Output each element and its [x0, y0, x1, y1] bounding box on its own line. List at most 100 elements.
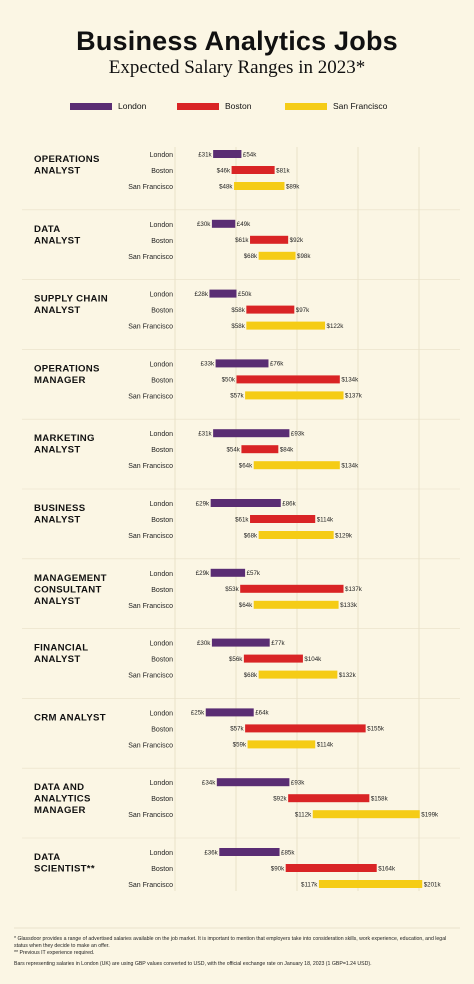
bar-financial-analyst-san-francisco — [258, 670, 338, 679]
max-label-data-analyst-london: £49k — [237, 221, 251, 228]
group-label-business-analyst-line-1: ANALYST — [34, 515, 81, 526]
city-label-crm-analyst-boston: Boston — [151, 726, 173, 733]
max-label-data-and-analytics-manager-san-francisco: $199k — [421, 812, 439, 819]
city-label-data-scientist-london: London — [150, 850, 173, 857]
legend-item-boston: Boston — [177, 100, 251, 112]
min-label-supply-chain-analyst-london: £28k — [195, 291, 209, 298]
bar-operations-manager-london — [215, 359, 269, 368]
bar-supply-chain-analyst-san-francisco — [246, 321, 326, 330]
max-label-crm-analyst-boston: $155k — [367, 726, 385, 733]
bar-data-scientist-san-francisco — [318, 880, 423, 888]
min-label-management-consultant-analyst-london: £29k — [196, 570, 210, 577]
group-label-data-scientist-line-1: SCIENTIST** — [34, 864, 95, 875]
group-label-crm-analyst-line-0: CRM ANALYST — [34, 712, 106, 723]
bar-operations-analyst-san-francisco — [234, 182, 285, 190]
chart-subtitle: Expected Salary Ranges in 2023* — [108, 57, 366, 78]
city-label-supply-chain-analyst-san-francisco: San Francisco — [128, 324, 173, 331]
min-label-data-analyst-san-francisco: $68k — [244, 253, 258, 260]
city-label-operations-manager-san-francisco: San Francisco — [128, 393, 173, 400]
min-label-crm-analyst-boston: $57k — [230, 726, 244, 733]
bar-marketing-analyst-london — [213, 429, 290, 438]
group-label-financial-analyst-line-0: FINANCIAL — [34, 643, 88, 654]
city-label-crm-analyst-san-francisco: San Francisco — [128, 742, 173, 749]
city-label-data-and-analytics-manager-london: London — [150, 780, 173, 787]
max-label-operations-analyst-london: £54k — [243, 151, 257, 158]
bar-crm-analyst-london — [205, 708, 254, 717]
city-label-marketing-analyst-san-francisco: San Francisco — [128, 463, 173, 470]
min-label-management-consultant-analyst-san-francisco: $64k — [239, 602, 253, 609]
max-label-supply-chain-analyst-boston: $97k — [296, 307, 310, 314]
group-label-operations-analyst-line-1: ANALYST — [34, 166, 81, 177]
min-label-data-analyst-london: £30k — [197, 221, 211, 228]
min-label-management-consultant-analyst-boston: $53k — [225, 586, 239, 593]
max-label-crm-analyst-san-francisco: $114k — [317, 742, 334, 749]
chart-title: Business Analytics Jobs — [76, 26, 398, 56]
footnotes: * Glassdoor provides a range of advertis… — [14, 936, 460, 968]
group-label-operations-analyst-line-0: OPERATIONS — [34, 154, 100, 165]
legend-swatch-boston — [177, 102, 219, 110]
city-label-marketing-analyst-london: London — [150, 431, 173, 438]
city-label-data-analyst-boston: Boston — [151, 238, 173, 245]
bar-data-analyst-london — [211, 219, 236, 228]
max-label-marketing-analyst-san-francisco: $134k — [341, 463, 359, 470]
min-label-financial-analyst-san-francisco: $68k — [244, 672, 258, 679]
min-label-business-analyst-san-francisco: $68k — [244, 532, 258, 539]
bar-data-analyst-boston — [250, 235, 289, 244]
max-label-marketing-analyst-boston: $84k — [280, 447, 294, 454]
group-label-marketing-analyst-line-0: MARKETING — [34, 433, 95, 444]
footnote-exchange-rate: Bars representing salaries in London (UK… — [14, 961, 372, 967]
group-label-data-scientist-line-0: DATA — [34, 852, 60, 863]
max-label-marketing-analyst-london: £93k — [291, 431, 305, 438]
max-label-management-consultant-analyst-boston: $137k — [345, 586, 363, 593]
city-label-marketing-analyst-boston: Boston — [151, 447, 173, 454]
max-label-supply-chain-analyst-san-francisco: $122k — [327, 323, 345, 330]
min-label-supply-chain-analyst-san-francisco: $58k — [231, 323, 245, 330]
group-label-operations-manager-line-1: MANAGER — [34, 375, 86, 386]
max-label-business-analyst-boston: $114k — [317, 516, 334, 523]
bar-marketing-analyst-san-francisco — [253, 461, 340, 470]
city-label-supply-chain-analyst-boston: Boston — [151, 308, 173, 315]
bar-data-analyst-san-francisco — [258, 251, 296, 260]
bar-financial-analyst-boston — [243, 654, 303, 663]
max-label-operations-manager-san-francisco: $137k — [345, 393, 363, 400]
city-label-data-analyst-san-francisco: San Francisco — [128, 254, 173, 261]
group-label-financial-analyst-line-1: ANALYST — [34, 654, 81, 665]
min-label-data-scientist-london: £36k — [204, 849, 218, 856]
min-label-marketing-analyst-london: £31k — [198, 431, 212, 438]
group-label-data-and-analytics-manager-line-1: ANALYTICS — [34, 794, 91, 805]
min-label-supply-chain-analyst-boston: $58k — [231, 307, 245, 314]
legend-item-london: London — [70, 100, 146, 112]
bar-business-analyst-london — [210, 499, 281, 507]
legend-label-boston: Boston — [225, 101, 252, 111]
bar-data-scientist-london — [219, 848, 280, 856]
group-label-data-analyst-line-1: ANALYST — [34, 235, 81, 246]
max-label-operations-manager-boston: $134k — [341, 377, 359, 384]
max-label-financial-analyst-london: £77k — [271, 640, 285, 647]
bar-crm-analyst-san-francisco — [247, 740, 316, 749]
legend-item-san-francisco: San Francisco — [285, 100, 387, 112]
max-label-management-consultant-analyst-san-francisco: $133k — [340, 602, 358, 609]
max-label-business-analyst-san-francisco: $129k — [335, 532, 353, 539]
group-label-operations-manager-line-0: OPERATIONS — [34, 363, 100, 374]
min-label-operations-analyst-boston: $46k — [217, 167, 231, 174]
min-label-data-scientist-boston: $90k — [271, 865, 285, 872]
max-label-business-analyst-london: £86k — [282, 500, 296, 507]
max-label-data-analyst-boston: $92k — [290, 237, 304, 244]
min-label-financial-analyst-boston: $56k — [229, 656, 243, 663]
city-label-data-and-analytics-manager-san-francisco: San Francisco — [128, 812, 173, 819]
min-label-data-and-analytics-manager-london: £34k — [202, 780, 216, 787]
group-label-supply-chain-analyst-line-1: ANALYST — [34, 305, 81, 316]
bar-financial-analyst-london — [211, 638, 270, 647]
bar-data-and-analytics-manager-boston — [288, 794, 370, 803]
bar-supply-chain-analyst-boston — [246, 305, 295, 314]
city-label-financial-analyst-san-francisco: San Francisco — [128, 673, 173, 680]
city-label-operations-manager-london: London — [150, 361, 173, 368]
max-label-crm-analyst-london: £64k — [255, 710, 269, 717]
max-label-supply-chain-analyst-london: £50k — [238, 291, 252, 298]
max-label-data-and-analytics-manager-london: £93k — [291, 780, 305, 787]
bar-management-consultant-analyst-san-francisco — [253, 600, 339, 609]
min-label-operations-analyst-london: £31k — [198, 151, 212, 158]
bar-business-analyst-san-francisco — [258, 531, 334, 539]
city-label-supply-chain-analyst-london: London — [150, 292, 173, 299]
